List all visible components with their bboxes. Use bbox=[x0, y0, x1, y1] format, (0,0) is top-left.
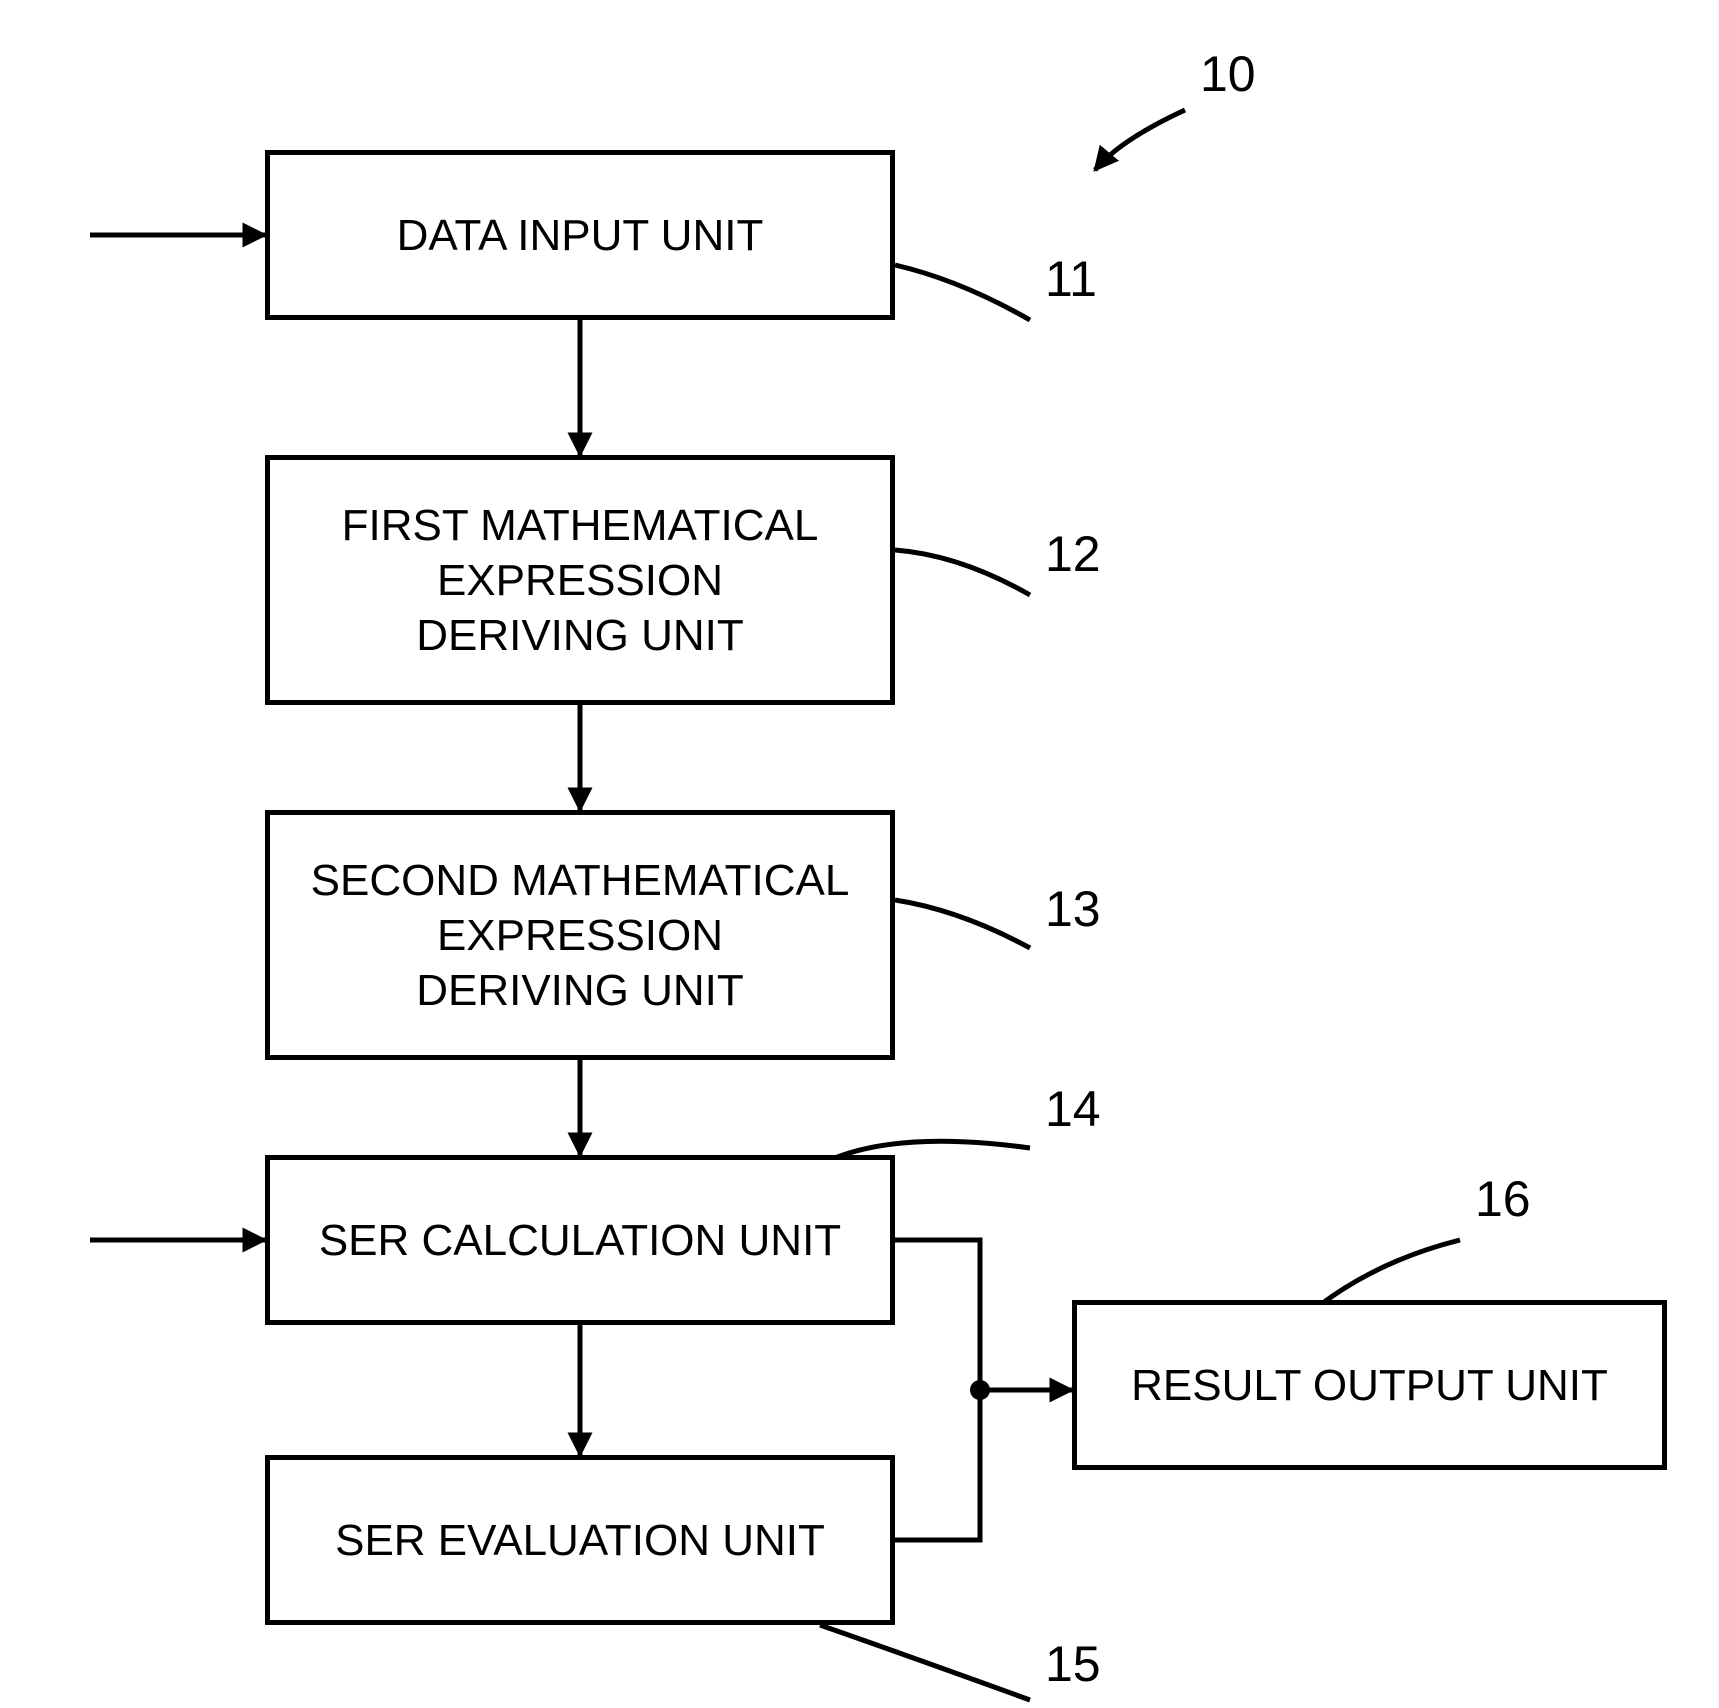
callout-tail bbox=[895, 265, 1030, 320]
callout-tail bbox=[1095, 110, 1185, 170]
node-n16: RESULT OUTPUT UNIT bbox=[1072, 1300, 1667, 1470]
junction-dot bbox=[970, 1380, 990, 1400]
node-n11: DATA INPUT UNIT bbox=[265, 150, 895, 320]
ref-label-15: 15 bbox=[1045, 1635, 1101, 1693]
connector bbox=[895, 1240, 980, 1390]
callout-tail bbox=[820, 1625, 1030, 1700]
node-n15: SER EVALUATION UNIT bbox=[265, 1455, 895, 1625]
diagram-canvas: DATA INPUT UNIT FIRST MATHEMATICAL EXPRES… bbox=[0, 0, 1719, 1708]
ref-label-16: 16 bbox=[1475, 1170, 1531, 1228]
callout-tail bbox=[1320, 1240, 1460, 1305]
node-n14: SER CALCULATION UNIT bbox=[265, 1155, 895, 1325]
ref-label-12: 12 bbox=[1045, 525, 1101, 583]
node-n12: FIRST MATHEMATICAL EXPRESSION DERIVING U… bbox=[265, 455, 895, 705]
callout-tail bbox=[895, 900, 1030, 948]
ref-label-14: 14 bbox=[1045, 1080, 1101, 1138]
connector bbox=[895, 1390, 980, 1540]
ref-label-11: 11 bbox=[1045, 250, 1097, 308]
ref-label-13: 13 bbox=[1045, 880, 1101, 938]
ref-label-10: 10 bbox=[1200, 45, 1256, 103]
node-n13: SECOND MATHEMATICAL EXPRESSION DERIVING … bbox=[265, 810, 895, 1060]
callout-tail bbox=[895, 550, 1030, 595]
